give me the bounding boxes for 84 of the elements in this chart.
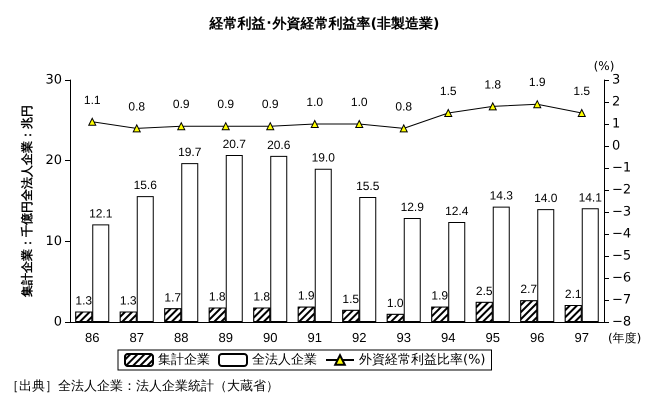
y2-tick-label: −6 xyxy=(612,270,632,286)
data-label: 2.1 xyxy=(564,287,582,302)
data-label: 15.6 xyxy=(134,178,158,192)
data-label: 1.9 xyxy=(298,288,315,303)
point xyxy=(533,100,542,108)
x-tick-label: 95 xyxy=(486,330,500,345)
x-tick-label: 88 xyxy=(174,330,188,345)
y2-tick-label: −1 xyxy=(612,160,632,176)
data-label: 12.4 xyxy=(445,204,469,218)
point xyxy=(578,109,586,117)
y2-tick-label: 2 xyxy=(612,94,620,110)
data-label: 1.5 xyxy=(573,84,590,98)
x-tick-label: 87 xyxy=(130,330,144,345)
point xyxy=(266,122,274,130)
y-tick-label: 10 xyxy=(45,234,62,249)
y2-tick-label: −8 xyxy=(612,314,632,330)
y2-tick-label: −7 xyxy=(612,292,632,308)
legend-label: 全法人企業 xyxy=(252,352,317,368)
data-label: 19.7 xyxy=(178,145,202,160)
point xyxy=(132,124,141,132)
data-label: 19.0 xyxy=(312,150,336,165)
y2-tick-label: −4 xyxy=(612,226,632,242)
data-label: 1.8 xyxy=(484,77,502,92)
data-label: 1.8 xyxy=(253,289,270,304)
data-label: 12.9 xyxy=(400,200,424,214)
point xyxy=(400,124,408,132)
data-label: 0.9 xyxy=(172,97,190,112)
x-tick-label: 90 xyxy=(263,330,278,345)
data-label: 14.1 xyxy=(578,190,602,204)
point xyxy=(444,109,452,117)
point xyxy=(177,122,186,130)
x-axis-title: (年度) xyxy=(608,331,642,345)
point xyxy=(222,122,230,130)
data-label: 1.5 xyxy=(342,292,360,306)
x-tick-label: 94 xyxy=(441,330,456,345)
data-label: 14.3 xyxy=(490,188,514,203)
y2-axis-title: (%) xyxy=(594,59,614,73)
data-label: 1.7 xyxy=(164,290,182,304)
data-label: 1.0 xyxy=(306,95,324,109)
y-tick-label: 30 xyxy=(45,72,62,88)
y-axis-title: 集計企業：千億円全法人企業：兆円 xyxy=(20,105,34,298)
data-label: 1.8 xyxy=(208,289,226,304)
x-tick-label: 91 xyxy=(308,330,322,345)
data-label: 0.9 xyxy=(217,97,234,112)
x-tick-label: 86 xyxy=(85,330,100,345)
data-label: 1.0 xyxy=(386,296,404,310)
x-tick-label: 92 xyxy=(352,330,366,345)
x-tick-label: 96 xyxy=(530,330,544,345)
point xyxy=(310,120,319,128)
data-label: 15.5 xyxy=(356,178,380,193)
data-label: 2.7 xyxy=(520,282,538,296)
x-tick-label: 97 xyxy=(574,330,589,345)
x-tick-label: 93 xyxy=(396,330,411,345)
legend-label: 集計企業 xyxy=(158,352,210,368)
data-label: 1.9 xyxy=(431,288,448,303)
data-label: 1.3 xyxy=(75,294,92,308)
data-label: 1.0 xyxy=(350,95,368,109)
y2-tick-label: 1 xyxy=(612,116,620,132)
data-label: 2.5 xyxy=(476,284,493,298)
y2-tick-label: 0 xyxy=(612,138,620,154)
y2-tick-label: 3 xyxy=(612,72,620,88)
y-tick-label: 0 xyxy=(54,314,62,330)
data-label: 20.7 xyxy=(222,137,246,152)
text: ［出典］全法人企業：法人企業統計（大蔵省） xyxy=(6,378,279,395)
data-label: 0.9 xyxy=(262,97,279,112)
point xyxy=(88,118,96,126)
data-label: 1.3 xyxy=(120,294,137,308)
data-label: 0.8 xyxy=(128,99,146,114)
data-label: 20.6 xyxy=(267,138,291,152)
data-label: 14.0 xyxy=(534,191,558,206)
legend-label: 外資経常利益比率(%) xyxy=(359,352,486,368)
y2-tick-label: −5 xyxy=(612,248,632,264)
point xyxy=(355,120,364,128)
data-label: 1.9 xyxy=(528,75,546,90)
data-label: 0.8 xyxy=(395,99,412,114)
x-tick-label: 89 xyxy=(218,330,233,345)
y2-tick-label: −2 xyxy=(612,182,632,198)
data-label: 1.1 xyxy=(84,92,101,107)
y-tick-label: 20 xyxy=(45,153,62,168)
chart-title: 経常利益･外資経常利益率(非製造業) xyxy=(208,15,440,32)
point xyxy=(488,102,497,110)
data-label: 12.1 xyxy=(89,206,113,220)
y2-tick-label: −3 xyxy=(612,204,632,220)
data-label: 1.5 xyxy=(440,84,457,98)
